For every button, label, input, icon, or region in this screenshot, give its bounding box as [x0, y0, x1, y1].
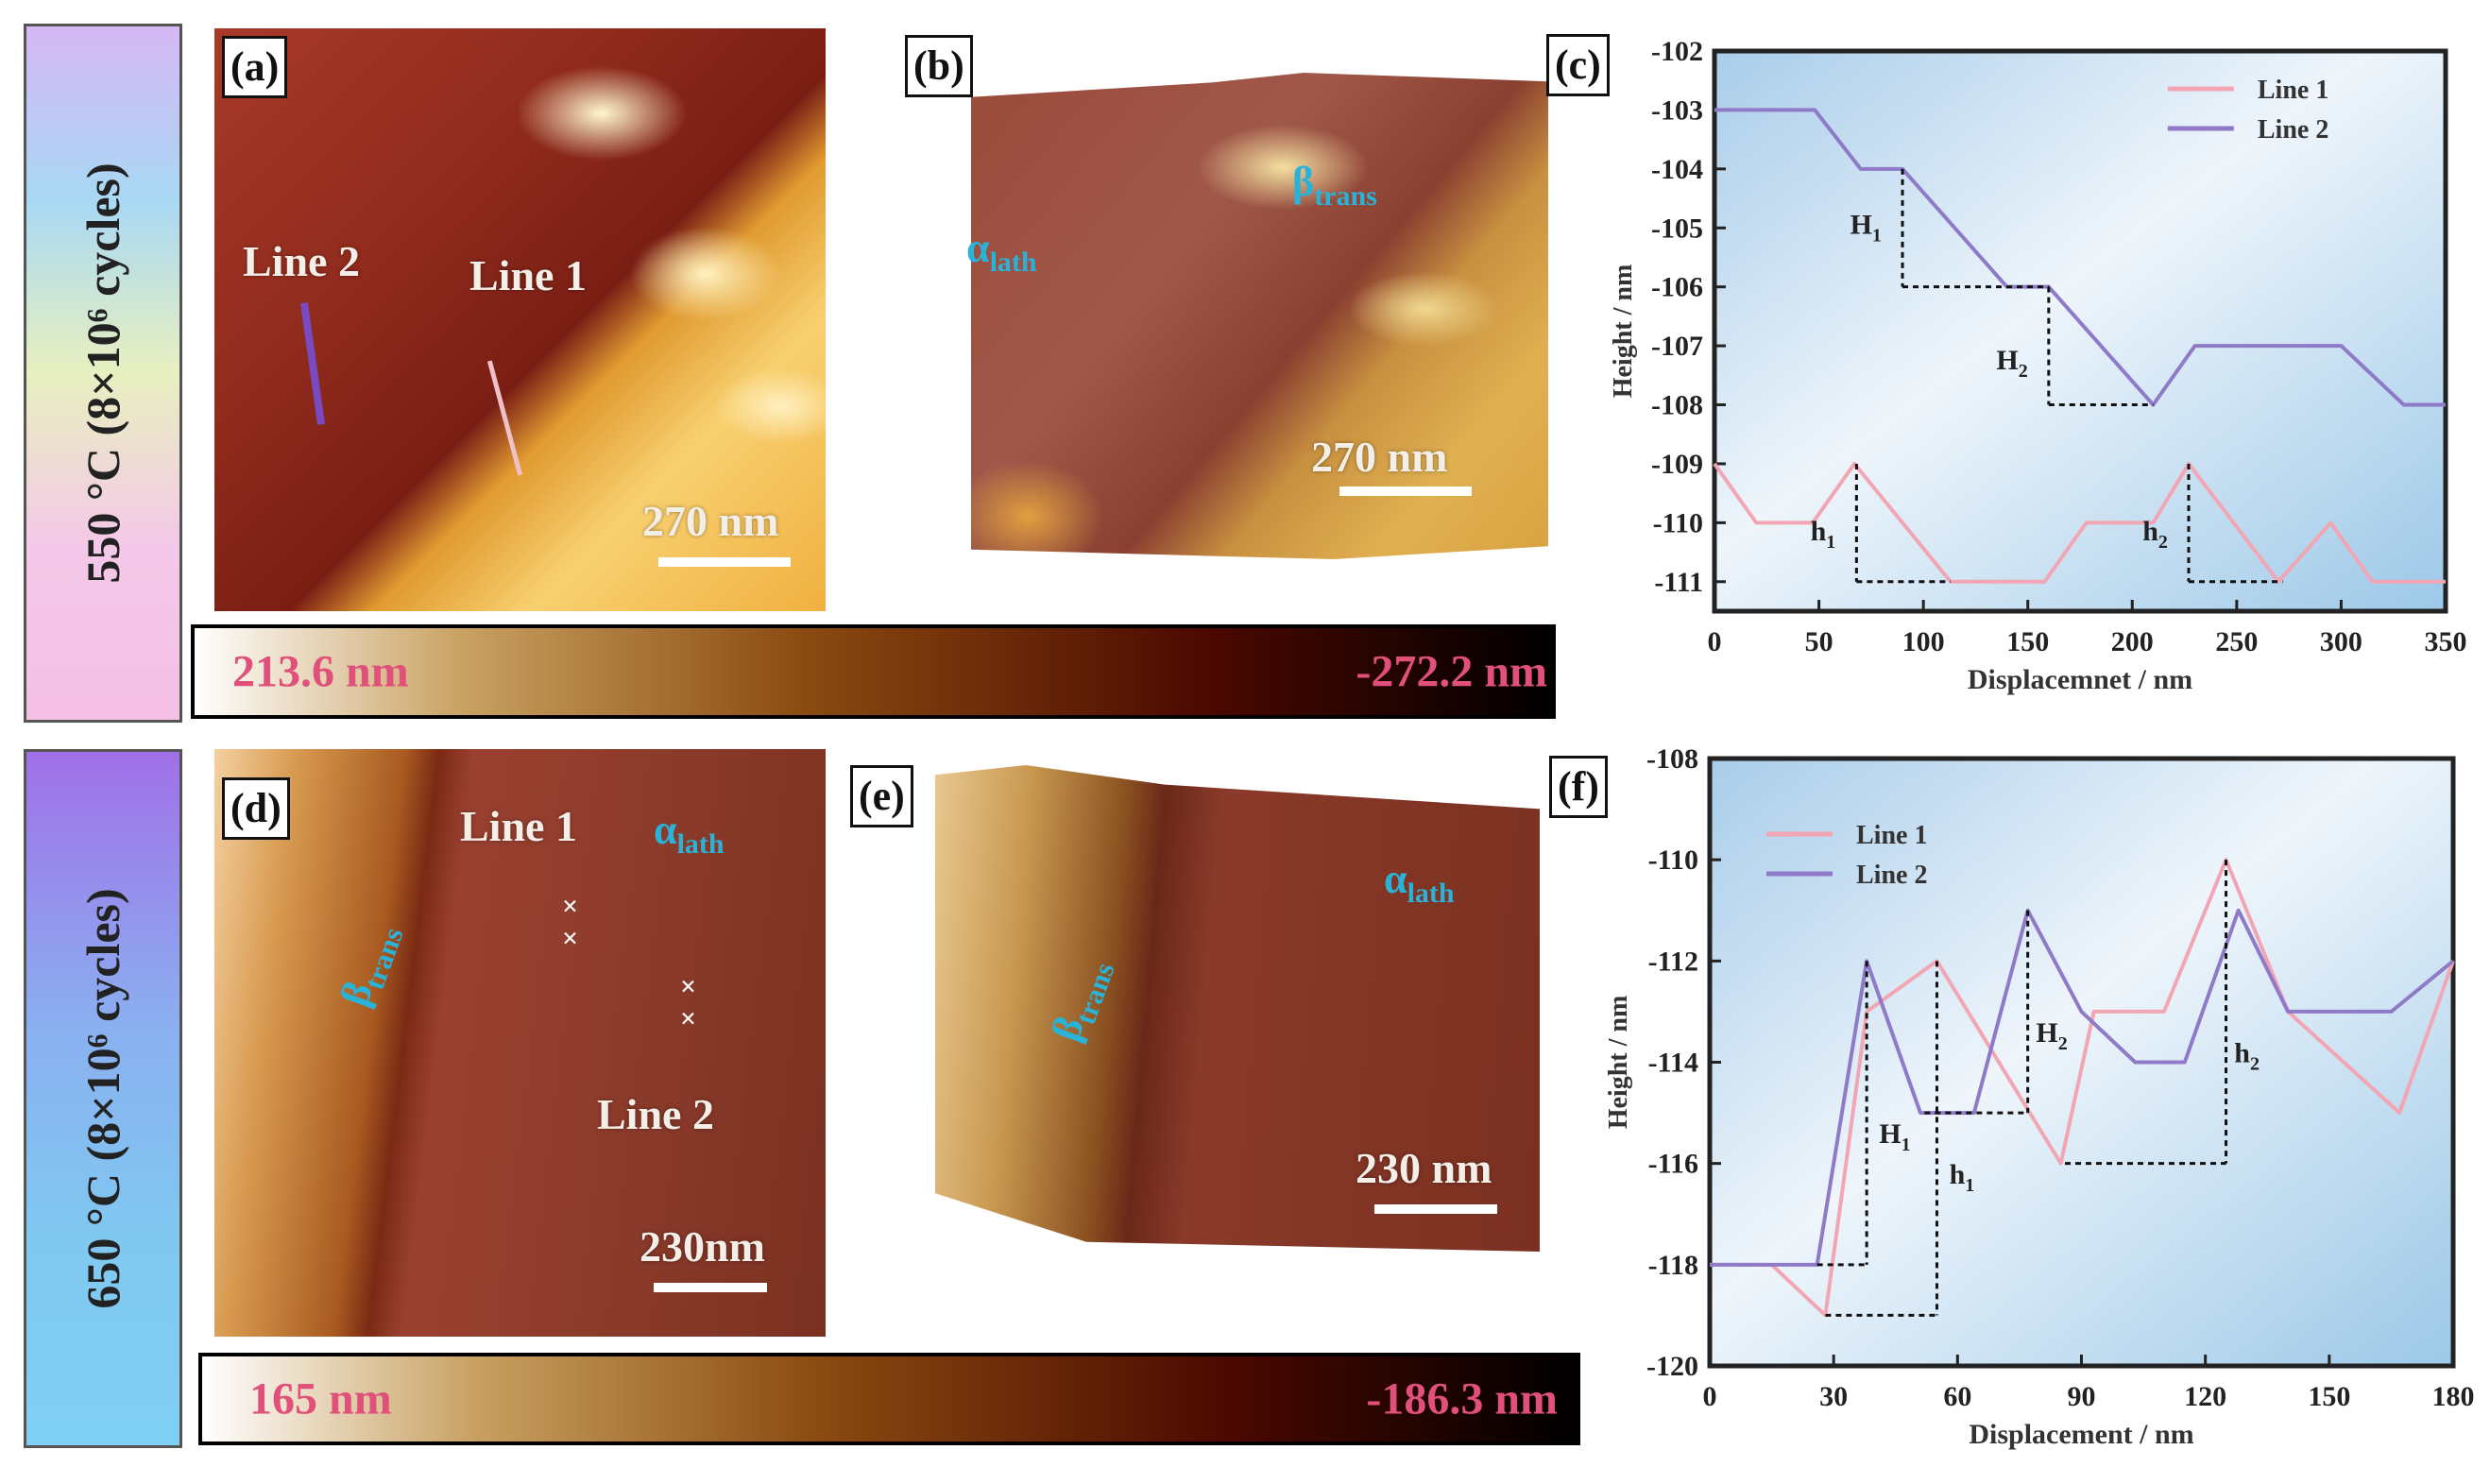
x-tick-label: 30 [1819, 1381, 1848, 1412]
x-tick-label: 90 [2068, 1381, 2096, 1412]
x-tick-label: 150 [2006, 626, 2049, 657]
x-tick-label: 100 [1902, 626, 1945, 657]
panel-label-d: (d) [222, 777, 290, 840]
beta-trans-label-d: βtrans [331, 923, 410, 1013]
scale-bar-b [1339, 486, 1472, 496]
colorbar-max: 213.6 nm [232, 646, 409, 697]
y-axis-label: Height / nm [1606, 996, 1633, 1130]
x-tick-label: 0 [1708, 626, 1722, 657]
legend-label-2: Line 2 [2258, 115, 2328, 145]
panel-label-e: (e) [850, 765, 913, 827]
x-tick-label: 150 [2308, 1381, 2350, 1412]
y-tick-label: -116 [1648, 1149, 1698, 1180]
line2-label: Line 2 [597, 1090, 714, 1138]
height-colorbar-650: 165 nm -186.3 nm [198, 1353, 1580, 1445]
alpha-lath-label-e: αlath [1384, 856, 1455, 909]
y-tick-label: -111 [1654, 567, 1703, 598]
y-tick-label: -110 [1653, 507, 1703, 538]
afm-3d-surface-b [971, 73, 1548, 559]
afm-image-a: (a) Line 2 Line 1 270 nm [214, 28, 826, 611]
colorbar-min: -186.3 nm [1366, 1373, 1558, 1424]
scale-label-d: 230nm [640, 1222, 765, 1271]
plot-area [1712, 48, 2448, 614]
scale-bar-d [654, 1283, 767, 1292]
scale-label-b: 270 nm [1311, 433, 1448, 481]
height-profile-chart-f: 0 30 60 90 120 150 180 -108 -110 -112 -114 -116 -118… [1606, 743, 2475, 1450]
condition-label-550: 550 °C (8×10⁶ cycles) [24, 24, 182, 723]
line1-profile-marker [486, 360, 523, 476]
colorbar-min: -272.2 nm [1356, 646, 1547, 697]
alpha-lath-label-d: αlath [654, 807, 725, 860]
y-tick-label: -107 [1651, 331, 1703, 362]
afm-3d-surface-e [935, 765, 1540, 1252]
afm-image-d: (d) Line 1 αlath βtrans × × × × Line 2 230… [214, 749, 826, 1337]
series-line-2 [1710, 908, 2455, 1267]
y-tick-label: -104 [1651, 154, 1703, 185]
scale-bar-e [1374, 1204, 1497, 1214]
line2-profile-marker: × × [680, 971, 697, 1034]
x-tick-label: 60 [1943, 1381, 1971, 1412]
x-tick-label: 120 [2184, 1381, 2226, 1412]
series-line-1 [1710, 858, 2455, 1318]
x-tick-label: 350 [2425, 626, 2467, 657]
x-tick-label: 250 [2215, 626, 2258, 657]
x-tick-label: 200 [2111, 626, 2154, 657]
legend-label-1: Line 1 [2258, 76, 2328, 105]
beta-trans-label-b: βtrans [1292, 159, 1377, 212]
y-tick-label: -105 [1651, 213, 1703, 244]
legend-label-2: Line 2 [1856, 861, 1927, 890]
y-tick-label: -106 [1651, 272, 1703, 303]
panel-label-b: (b) [905, 35, 973, 97]
afm-3d-image-b: (b) αlath βtrans 270 nm [905, 35, 1548, 611]
y-tick-label: -103 [1651, 94, 1703, 126]
scale-label-e: 230 nm [1356, 1144, 1492, 1192]
scale-bar-a [658, 557, 791, 567]
y-tick-label: -120 [1646, 1351, 1698, 1382]
y-tick-label: -108 [1646, 743, 1698, 775]
y-tick-label: -102 [1651, 36, 1703, 67]
x-tick-label: 50 [1805, 626, 1833, 657]
y-tick-label: -118 [1648, 1250, 1698, 1281]
afm-3d-image-e: (e) αlath βtrans 230 nm [850, 756, 1568, 1341]
x-tick-label: 180 [2432, 1381, 2475, 1412]
condition-label-650: 650 °C (8×10⁶ cycles) [24, 749, 182, 1448]
y-tick-label: -114 [1648, 1048, 1698, 1079]
y-tick-label: -112 [1648, 946, 1698, 977]
x-axis-label: Displacemnet / nm [1968, 664, 2192, 695]
x-tick-label: 300 [2320, 626, 2362, 657]
line2-label: Line 2 [243, 237, 360, 285]
legend-label-1: Line 1 [1856, 821, 1927, 850]
line2-profile-marker [299, 302, 326, 425]
panel-label-c: (c) [1546, 34, 1610, 96]
panel-label-a: (a) [222, 36, 288, 98]
y-tick-label: -108 [1651, 390, 1703, 421]
x-axis-label: Displacement / nm [1969, 1419, 2193, 1450]
series-line-1 [1713, 461, 2446, 584]
alpha-lath-label-b: αlath [966, 225, 1037, 278]
y-tick-label: -110 [1648, 844, 1698, 876]
panel-label-f: (f) [1549, 756, 1608, 818]
x-tick-label: 0 [1703, 1381, 1717, 1412]
y-axis-label: Height / nm [1609, 264, 1638, 399]
line1-label: Line 1 [460, 802, 577, 850]
line1-label: Line 1 [469, 251, 587, 299]
y-tick-label: -109 [1651, 449, 1703, 480]
height-profile-chart-c: 0 50 100 150 200 250 300 350 -102 -103 -104 -105 -10… [1609, 36, 2467, 695]
scale-label-a: 270 nm [642, 497, 779, 545]
height-colorbar-550: 213.6 nm -272.2 nm [191, 624, 1556, 719]
colorbar-max: 165 nm [249, 1373, 392, 1424]
line1-profile-marker: × × [562, 891, 579, 954]
